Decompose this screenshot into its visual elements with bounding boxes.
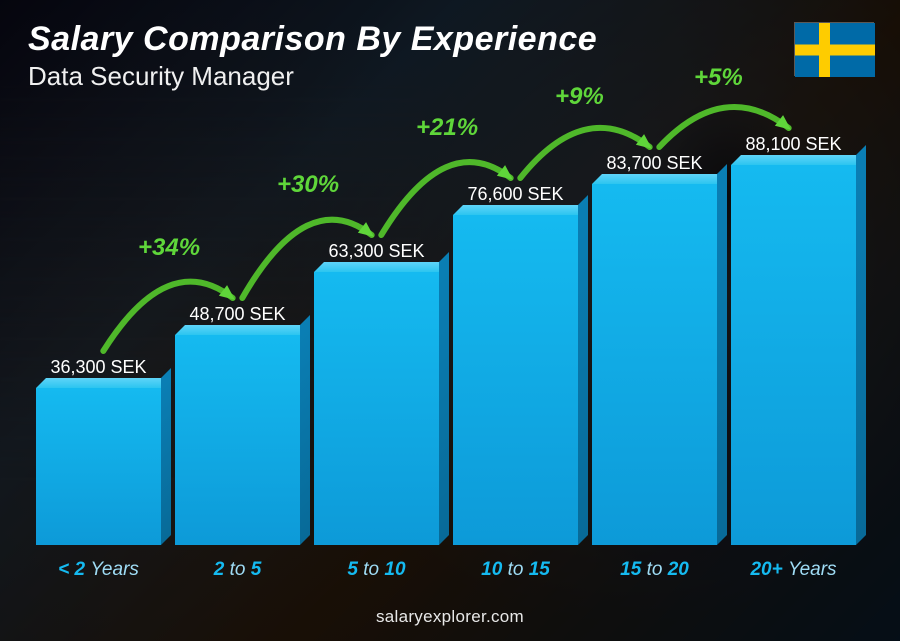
bar-category-label: 20+ Years (750, 559, 836, 581)
bar-value-label: 88,100 SEK (745, 134, 841, 155)
bar-value-label: 63,300 SEK (328, 241, 424, 262)
bar-category-label: 5 to 10 (347, 559, 405, 581)
bar-category-label: 10 to 15 (481, 559, 550, 581)
flag-sweden-icon (794, 22, 874, 76)
bar-value-label: 83,700 SEK (606, 153, 702, 174)
page-subtitle: Data Security Manager (28, 61, 597, 92)
page-title: Salary Comparison By Experience (28, 20, 597, 59)
bar-column: 63,300 SEK 5 to 10 (314, 241, 439, 581)
footer-attribution: salaryexplorer.com (0, 607, 900, 627)
bar-category-label: < 2 Years (58, 559, 139, 581)
bar-column: 48,700 SEK 2 to 5 (175, 304, 300, 581)
pct-increase-label: +30% (277, 171, 339, 199)
bar-column: 88,100 SEK 20+ Years (731, 134, 856, 581)
salary-bar-chart: 36,300 SEK < 2 Years 48,700 SEK 2 to 5 63,30… (36, 141, 856, 581)
bar (314, 272, 439, 545)
bar-column: 76,600 SEK 10 to 15 (453, 184, 578, 581)
bar-value-label: 36,300 SEK (50, 357, 146, 378)
bar-category-label: 2 to 5 (214, 559, 262, 581)
pct-increase-label: +34% (138, 234, 200, 262)
bar (175, 335, 300, 545)
bar (592, 184, 717, 545)
bar (36, 388, 161, 545)
bar-column: 83,700 SEK 15 to 20 (592, 153, 717, 581)
bar-value-label: 48,700 SEK (189, 304, 285, 325)
bar (453, 215, 578, 545)
bar-category-label: 15 to 20 (620, 559, 689, 581)
bar (731, 165, 856, 545)
header: Salary Comparison By Experience Data Sec… (28, 20, 597, 92)
bar-value-label: 76,600 SEK (467, 184, 563, 205)
bar-column: 36,300 SEK < 2 Years (36, 357, 161, 581)
